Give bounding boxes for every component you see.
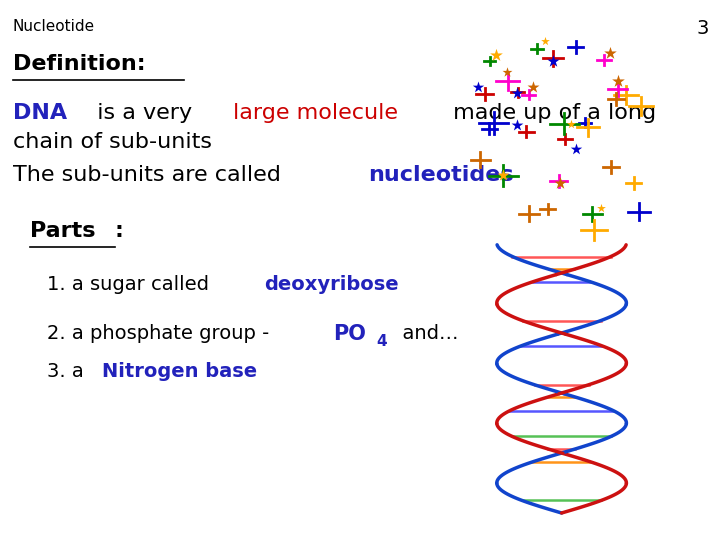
Text: 1. a sugar called: 1. a sugar called xyxy=(47,275,215,294)
Point xyxy=(527,83,539,91)
Point xyxy=(490,51,502,59)
Point xyxy=(539,36,551,45)
Text: DNA: DNA xyxy=(13,103,67,123)
Point xyxy=(554,179,566,187)
Text: Parts: Parts xyxy=(30,221,96,241)
Text: PO: PO xyxy=(333,324,366,344)
Point xyxy=(570,144,581,153)
Text: is a very: is a very xyxy=(83,103,199,123)
Text: 4: 4 xyxy=(376,334,387,349)
Point xyxy=(612,77,624,85)
Text: made up of a long: made up of a long xyxy=(446,103,656,123)
Text: Nitrogen base: Nitrogen base xyxy=(102,362,258,381)
Text: The sub-units are called: The sub-units are called xyxy=(13,165,288,185)
Text: 2. a phosphate group -: 2. a phosphate group - xyxy=(47,324,269,343)
Point xyxy=(502,68,513,76)
Text: nucleotides: nucleotides xyxy=(368,165,513,185)
Point xyxy=(595,203,606,212)
Text: Definition:: Definition: xyxy=(13,54,145,74)
Point xyxy=(566,119,577,128)
Point xyxy=(604,49,616,57)
Text: :: : xyxy=(114,221,124,241)
Text: large molecule: large molecule xyxy=(233,103,397,123)
Point xyxy=(511,121,523,130)
Text: Nucleotide: Nucleotide xyxy=(13,19,95,34)
Text: and…: and… xyxy=(390,324,458,343)
Text: deoxyribose: deoxyribose xyxy=(264,275,399,294)
Point xyxy=(511,88,523,97)
Text: chain of sub-units: chain of sub-units xyxy=(13,132,212,152)
Point xyxy=(498,171,509,179)
Text: 3. a: 3. a xyxy=(47,362,90,381)
Point xyxy=(547,57,559,65)
Text: 3: 3 xyxy=(697,19,709,38)
Point xyxy=(472,83,484,91)
